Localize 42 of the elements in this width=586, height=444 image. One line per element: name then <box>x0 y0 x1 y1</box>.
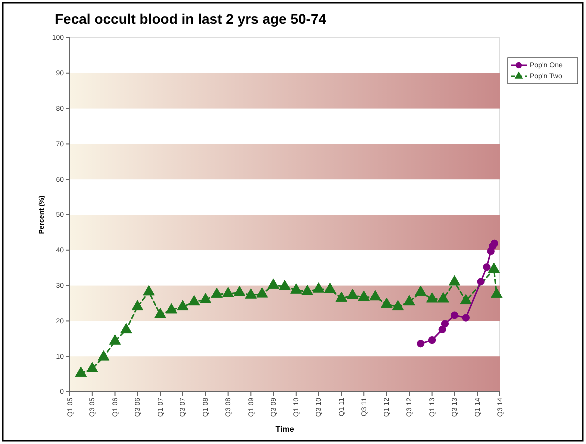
point <box>324 282 336 294</box>
point <box>346 288 359 300</box>
point <box>132 300 144 311</box>
point <box>98 350 110 361</box>
point <box>245 288 258 299</box>
point <box>166 303 178 314</box>
x-axis-title: Time <box>276 425 295 434</box>
point <box>358 290 370 301</box>
point <box>222 287 234 298</box>
point <box>483 264 491 272</box>
point <box>392 300 404 311</box>
point <box>143 285 155 296</box>
point <box>381 298 393 308</box>
point <box>268 278 280 289</box>
point <box>75 366 88 378</box>
chart-title: Fecal occult blood in last 2 yrs age 50-74 <box>55 11 327 27</box>
point <box>336 292 348 302</box>
point <box>154 308 166 318</box>
point <box>438 292 450 303</box>
point <box>200 293 212 304</box>
point <box>177 300 189 311</box>
point <box>490 240 498 248</box>
point <box>488 262 500 274</box>
point <box>256 288 268 298</box>
point <box>188 295 200 306</box>
point <box>404 295 416 306</box>
point <box>448 276 461 286</box>
point <box>302 285 314 296</box>
point <box>234 286 246 296</box>
point <box>370 290 382 301</box>
point <box>477 278 485 286</box>
point <box>460 294 472 305</box>
point <box>290 284 302 294</box>
point <box>211 288 223 298</box>
point <box>415 286 427 296</box>
point <box>109 334 122 345</box>
point <box>279 280 291 290</box>
point <box>86 362 98 372</box>
point <box>120 323 132 334</box>
point <box>426 292 438 303</box>
point <box>312 282 325 293</box>
point <box>491 288 503 298</box>
